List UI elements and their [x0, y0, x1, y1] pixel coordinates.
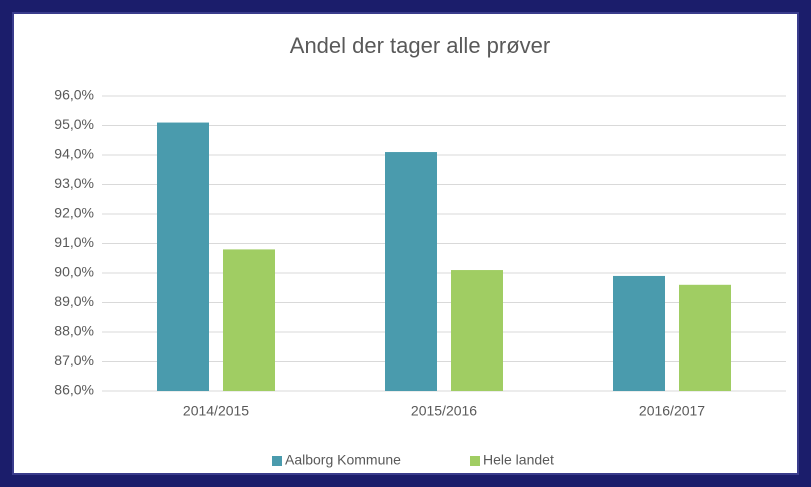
bar — [223, 249, 275, 391]
y-tick-label: 92,0% — [54, 205, 94, 221]
y-tick-label: 96,0% — [54, 87, 94, 103]
bar — [385, 152, 437, 391]
legend-label: Aalborg Kommune — [285, 452, 401, 468]
y-tick-label: 93,0% — [54, 175, 94, 191]
bar — [613, 275, 665, 391]
y-tick-label: 86,0% — [54, 382, 94, 398]
x-tick-label: 2014/2015 — [183, 403, 249, 419]
chart-title: Andel der tager alle prøver — [290, 33, 550, 58]
bar — [157, 122, 209, 392]
legend-swatch — [272, 456, 282, 466]
legend-label: Hele landet — [483, 452, 554, 468]
y-tick-label: 91,0% — [54, 234, 94, 250]
y-tick-label: 90,0% — [54, 264, 94, 280]
y-tick-label: 87,0% — [54, 352, 94, 368]
y-tick-label: 95,0% — [54, 116, 94, 132]
bar — [451, 270, 503, 391]
y-tick-label: 89,0% — [54, 293, 94, 309]
legend-swatch — [470, 456, 480, 466]
bar — [679, 284, 731, 391]
x-tick-label: 2016/2017 — [639, 403, 705, 419]
y-tick-label: 88,0% — [54, 323, 94, 339]
y-tick-label: 94,0% — [54, 146, 94, 162]
x-tick-label: 2015/2016 — [411, 403, 477, 419]
